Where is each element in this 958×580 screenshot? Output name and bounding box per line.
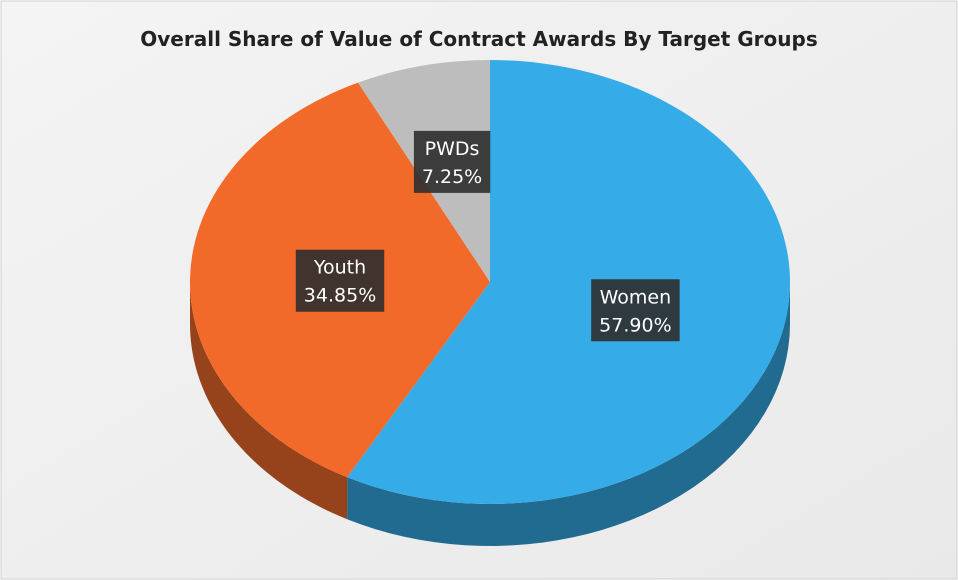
pie: Women 57.90% Youth 34.85% PWDs 7.25% — [189, 60, 790, 546]
slice-side — [190, 282, 348, 520]
pie-slice — [347, 60, 790, 504]
data-label-name: Youth — [313, 257, 366, 279]
data-label-value: 34.85% — [304, 285, 376, 307]
data-label-name: Women — [600, 286, 672, 308]
data-label-value: 7.25% — [422, 166, 482, 188]
data-label-box — [295, 249, 385, 312]
data-label-box — [591, 279, 680, 342]
chart-title: Overall Share of Value of Contract Award… — [140, 27, 817, 51]
data-label-box — [413, 130, 491, 193]
slice-side — [347, 282, 790, 546]
data-label-value: 57.90% — [599, 314, 671, 336]
data-label-name: PWDs — [425, 138, 480, 160]
